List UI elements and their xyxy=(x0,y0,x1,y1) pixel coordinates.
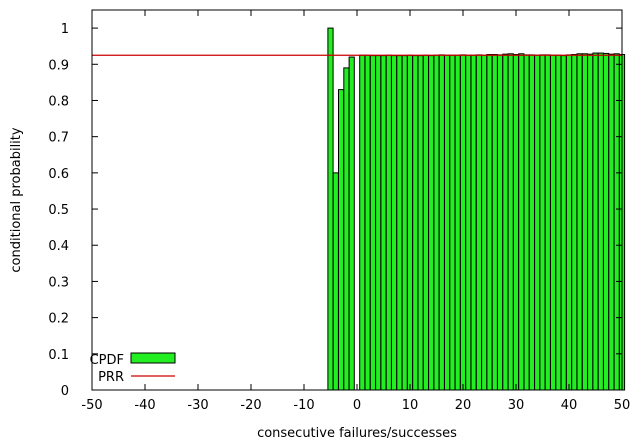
cpdf-bar xyxy=(444,54,451,391)
bars-layer xyxy=(327,27,626,391)
cpdf-bar xyxy=(364,54,371,391)
cpdf-bar xyxy=(571,54,578,391)
cpdf-bar xyxy=(375,55,382,391)
cpdf-bar xyxy=(391,55,398,391)
cpdf-bar xyxy=(518,53,525,391)
cpdf-bar xyxy=(497,54,504,391)
y-tick-label: 0 xyxy=(61,384,69,399)
cpdf-bar xyxy=(385,54,392,391)
cpdf-bar xyxy=(544,54,551,391)
cpdf-bar xyxy=(369,55,376,391)
cpdf-bar xyxy=(565,54,573,391)
cpdf-bar xyxy=(433,54,440,391)
cpdf-bar xyxy=(491,54,498,391)
y-tick-label: 0.2 xyxy=(48,312,69,327)
cpdf-bar xyxy=(523,54,530,391)
cpdf-bar xyxy=(613,53,620,391)
cpdf-bar xyxy=(555,54,562,391)
cpdf-bar xyxy=(475,54,482,391)
cpdf-bar xyxy=(459,54,467,391)
legend-prr-label: PRR xyxy=(98,370,124,385)
cpdf-bar xyxy=(481,54,488,391)
cpdf-bar xyxy=(603,52,610,391)
cpdf-bar xyxy=(597,52,604,391)
cpdf-bar xyxy=(332,172,339,391)
x-tick-label: 20 xyxy=(455,398,472,413)
cpdf-bar xyxy=(550,54,557,391)
cpdf-bar xyxy=(539,54,546,391)
y-tick-label: 0.5 xyxy=(48,203,69,218)
y-tick-label: 1 xyxy=(61,22,69,37)
cpdf-bar xyxy=(576,53,583,391)
cpdf-bar xyxy=(348,56,355,391)
cpdf-bar xyxy=(449,54,456,391)
cpdf-bar xyxy=(502,53,509,391)
x-tick-label: 30 xyxy=(508,398,525,413)
cpdf-bar xyxy=(401,55,408,391)
legend: CPDF PRR xyxy=(90,352,176,385)
y-axis-title: conditional probability xyxy=(9,127,24,272)
y-tick-label: 0.3 xyxy=(48,275,69,290)
cpdf-bar xyxy=(528,54,535,391)
cpdf-bar xyxy=(507,53,514,391)
cpdf-bar xyxy=(338,89,345,391)
cpdf-bar xyxy=(465,54,472,391)
cpdf-bar xyxy=(438,54,445,391)
cpdf-bar xyxy=(417,55,424,391)
cpdf-bar xyxy=(534,54,541,391)
cpdf-bar xyxy=(592,52,599,391)
legend-cpdf-label: CPDF xyxy=(90,353,124,368)
x-tick-label: 40 xyxy=(561,398,578,413)
x-tick-label: -20 xyxy=(240,398,261,413)
cpdf-bar xyxy=(470,54,477,391)
cpdf-bar xyxy=(396,55,403,391)
cpdf-bar xyxy=(359,54,366,391)
y-tick-label: 0.8 xyxy=(48,94,69,109)
y-tick-label: 0.1 xyxy=(48,348,69,363)
cpdf-bar xyxy=(422,54,429,391)
x-tick-label: -40 xyxy=(134,398,155,413)
cpdf-bar xyxy=(581,53,588,391)
x-tick-label: -30 xyxy=(187,398,208,413)
cpdf-bar xyxy=(327,27,334,391)
cpdf-bar xyxy=(486,54,493,391)
y-tick-label: 0.9 xyxy=(48,58,69,73)
cpdf-bar xyxy=(412,55,419,391)
x-tick-label: 0 xyxy=(353,398,361,413)
x-tick-label: -10 xyxy=(293,398,314,413)
y-tick-label: 0.7 xyxy=(48,131,69,146)
cpdf-bar xyxy=(587,53,594,391)
y-tick-label: 0.6 xyxy=(48,167,69,182)
cpdf-bar xyxy=(406,54,414,391)
cpdf-bar xyxy=(454,54,461,391)
cpdf-bar xyxy=(380,55,387,391)
x-tick-label: 50 xyxy=(614,398,631,413)
cpdf-bar xyxy=(428,55,435,391)
cpdf-bar xyxy=(608,53,615,391)
x-axis-title: consecutive failures/successes xyxy=(257,426,457,440)
x-tick-label: 10 xyxy=(402,398,419,413)
y-tick-label: 0.4 xyxy=(48,239,69,254)
cpdf-bar xyxy=(512,54,520,391)
x-tick-label: -50 xyxy=(81,398,102,413)
cpdf-bar xyxy=(343,67,350,391)
cpdf-bar xyxy=(560,55,567,391)
legend-cpdf-swatch xyxy=(130,352,176,364)
ticks-layer: -50 -40 -30 -20 -10 0 10 20 30 40 50 0 0.1 0.2 0.3 0.4 0… xyxy=(48,10,630,413)
